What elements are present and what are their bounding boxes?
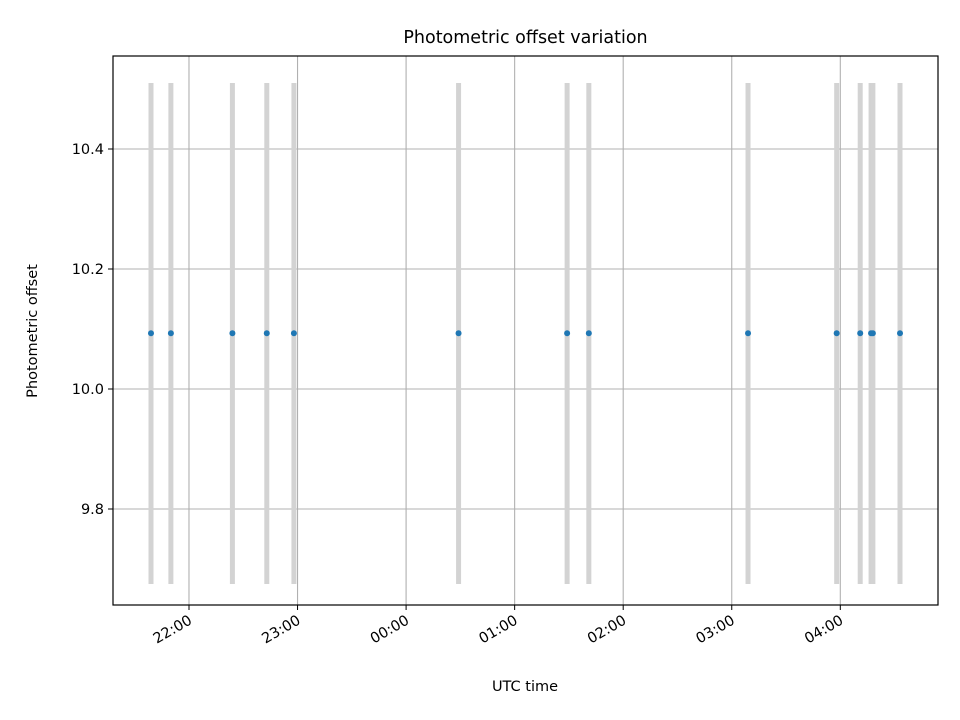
plot-frame	[112, 55, 939, 606]
y-tick-label: 10.4	[72, 142, 104, 158]
data-point	[857, 330, 864, 337]
data-point	[167, 330, 174, 337]
data-point	[869, 330, 876, 337]
data-point	[585, 330, 592, 337]
data-point	[745, 330, 752, 337]
data-point	[833, 330, 840, 337]
y-tick-label: 10.2	[72, 262, 104, 278]
data-points	[147, 330, 904, 337]
data-point	[263, 330, 270, 337]
data-point	[229, 330, 236, 337]
data-point	[290, 330, 297, 337]
y-axis-ticks: 9.8 10.0 10.2 10.4	[72, 142, 113, 518]
chart-title: Photometric offset variation	[403, 28, 647, 48]
grid-lines	[113, 56, 938, 605]
y-axis-label: Photometric offset	[25, 264, 41, 398]
data-point	[564, 330, 571, 337]
y-tick-label: 10.0	[72, 382, 104, 398]
data-point	[455, 330, 462, 337]
data-point	[147, 330, 154, 337]
x-axis-label: UTC time	[492, 679, 558, 695]
y-tick-label: 9.8	[81, 502, 104, 518]
data-point	[897, 330, 904, 337]
